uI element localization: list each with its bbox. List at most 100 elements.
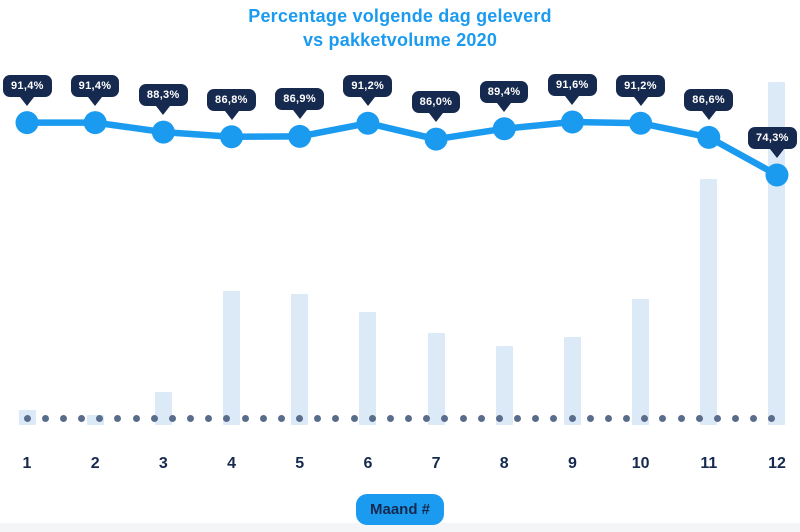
baseline-dot	[96, 414, 104, 422]
x-axis-month-label: 11	[700, 455, 718, 472]
baseline-dot	[405, 414, 413, 422]
data-point-marker[interactable]	[424, 127, 448, 151]
value-tooltip: 89,4%	[479, 80, 529, 103]
baseline-dot	[223, 414, 231, 422]
data-point-marker[interactable]	[492, 117, 516, 141]
data-point-marker[interactable]	[151, 120, 175, 144]
baseline-dot	[241, 414, 249, 422]
baseline-dot	[550, 414, 558, 422]
x-axis-month-label: 7	[431, 455, 441, 472]
baseline-dot	[623, 414, 631, 422]
volume-bar	[223, 290, 241, 425]
value-tooltip: 86,9%	[275, 88, 324, 111]
baseline-dot	[677, 414, 685, 422]
data-point-marker[interactable]	[83, 111, 107, 135]
tooltip-pointer-icon	[360, 97, 375, 107]
baseline-dot	[768, 414, 776, 422]
data-point-marker[interactable]	[697, 125, 721, 149]
tooltip-pointer-icon	[156, 106, 171, 116]
value-tooltip: 91,2%	[343, 75, 393, 98]
baseline-dot	[750, 414, 758, 422]
baseline-dot	[386, 414, 394, 422]
volume-bar	[495, 346, 513, 425]
x-axis-month-label: 8	[499, 455, 509, 472]
baseline-dot	[114, 414, 122, 422]
baseline-dot	[495, 414, 503, 422]
baseline-dot	[78, 414, 85, 422]
tooltip-pointer-icon	[88, 96, 103, 106]
baseline-dot	[459, 414, 467, 422]
baseline-dot	[477, 414, 485, 422]
tooltip-pointer-icon	[769, 149, 784, 158]
data-point-marker[interactable]	[765, 163, 789, 187]
volume-bar	[700, 179, 718, 425]
baseline-dot	[514, 414, 522, 422]
volume-bar	[154, 392, 172, 425]
tooltip-pointer-icon	[292, 110, 307, 120]
volume-bar	[632, 299, 650, 425]
tooltip-pointer-icon	[633, 97, 648, 107]
tooltip-pointer-icon	[701, 111, 716, 121]
x-axis-month-label: 3	[158, 455, 168, 472]
baseline-dot	[296, 414, 304, 422]
baseline-dot	[259, 414, 267, 422]
baseline-dot	[332, 414, 340, 422]
baseline-dot	[713, 414, 721, 422]
baseline-dot	[441, 414, 449, 422]
data-point-marker[interactable]	[15, 111, 39, 135]
x-axis-month-label: 10	[631, 455, 650, 472]
baseline-dot	[41, 414, 49, 422]
tooltip-pointer-icon	[497, 102, 512, 112]
value-tooltip: 91,6%	[547, 74, 597, 96]
x-axis-month-label: 9	[567, 455, 577, 472]
line-path	[23, 118, 781, 179]
data-point-marker[interactable]	[356, 111, 380, 135]
tooltip-pointer-icon	[565, 96, 580, 105]
value-tooltip: 86,0%	[411, 91, 461, 114]
tooltip-pointer-icon	[20, 96, 34, 106]
tooltip-pointer-icon	[429, 113, 444, 123]
x-axis-title-badge: Maand #	[355, 494, 445, 525]
data-point-marker[interactable]	[560, 110, 584, 134]
tooltip-pointer-icon	[224, 110, 239, 120]
baseline-dot	[132, 414, 140, 422]
volume-bar	[291, 293, 309, 425]
x-axis-month-label: 2	[90, 455, 100, 472]
baseline-dot	[23, 414, 31, 422]
value-tooltip: 91,4%	[3, 74, 52, 97]
volume-bar	[563, 336, 581, 425]
value-tooltip: 74,3%	[748, 127, 797, 149]
volume-bar	[427, 333, 445, 425]
baseline-dot	[205, 414, 213, 422]
baseline-dot	[168, 414, 176, 422]
baseline-dot	[732, 414, 740, 422]
data-point-marker[interactable]	[220, 125, 244, 149]
volume-bar	[359, 312, 377, 425]
baseline-dot	[314, 414, 322, 422]
baseline-dot	[59, 414, 67, 422]
baseline-dot	[641, 414, 649, 422]
chart-title-line2: vs pakketvolume 2020	[302, 30, 498, 50]
baseline-dot	[150, 414, 158, 422]
value-tooltip: 86,8%	[207, 88, 256, 111]
baseline-dot	[532, 414, 540, 422]
x-axis-month-label: 4	[227, 455, 236, 472]
data-point-marker[interactable]	[629, 111, 653, 135]
baseline-dot	[604, 414, 612, 422]
x-axis-month-label: 5	[295, 455, 305, 472]
volume-bar	[86, 415, 104, 425]
data-point-marker[interactable]	[288, 124, 312, 148]
baseline-dot	[568, 414, 576, 422]
page-bottom-strip	[0, 523, 800, 532]
baseline-dot	[350, 414, 358, 422]
baseline-dot	[368, 414, 376, 422]
value-tooltip: 91,2%	[616, 75, 665, 98]
chart-title: Percentage volgende dag geleverd vs pakk…	[0, 4, 800, 52]
value-tooltip: 91,4%	[70, 74, 120, 97]
baseline-dot	[586, 414, 594, 422]
x-axis-month-label: 1	[22, 455, 32, 472]
baseline-dot	[695, 414, 703, 422]
baseline-dot	[187, 414, 195, 422]
